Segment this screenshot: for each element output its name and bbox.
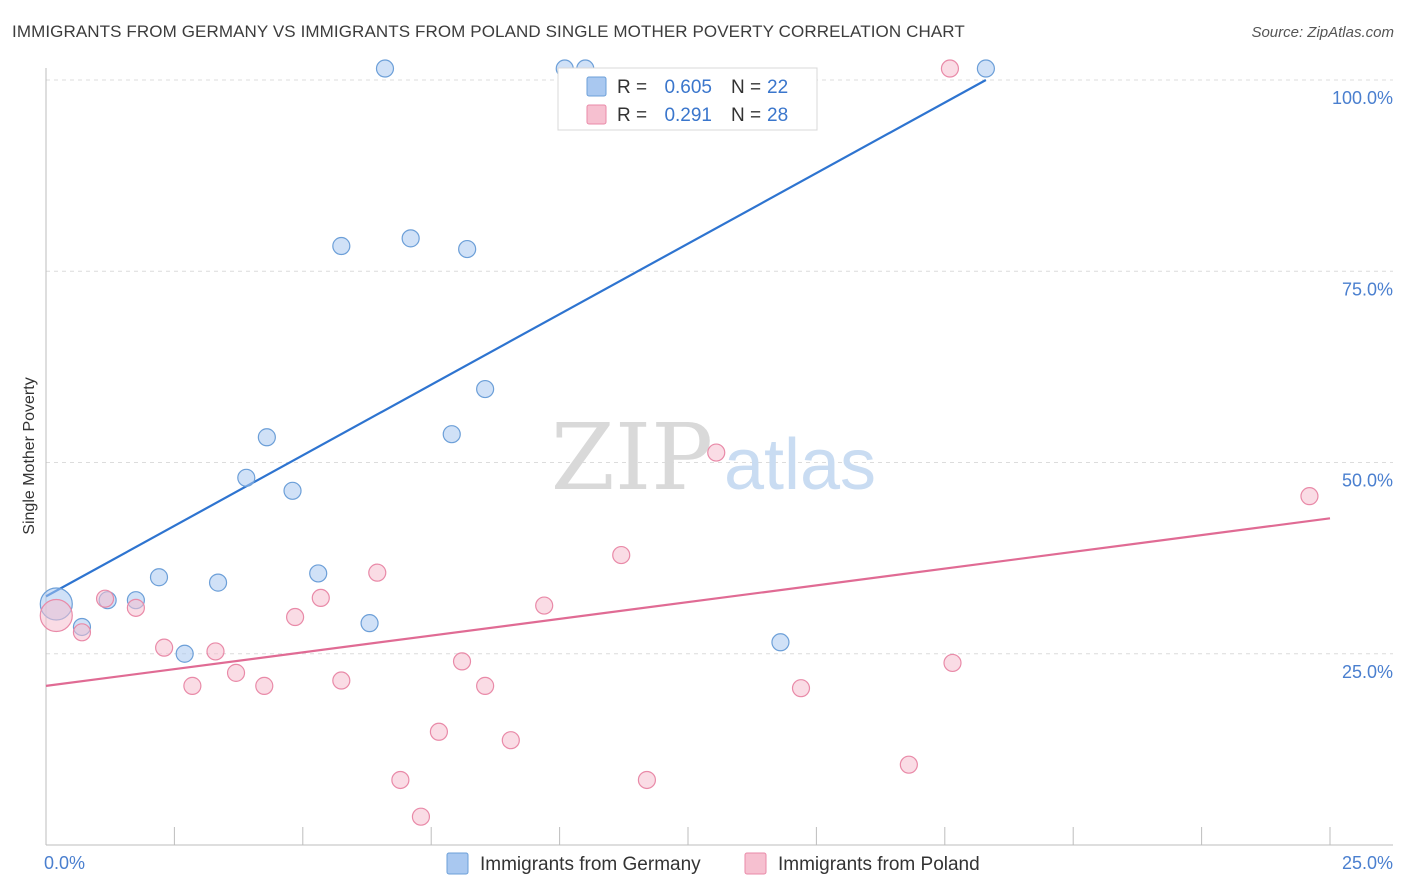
germany-point — [237, 468, 256, 487]
poland-point — [535, 596, 554, 615]
poland-point — [311, 588, 330, 608]
poland-point — [612, 545, 631, 565]
trendline — [45, 79, 987, 598]
series-legend: Immigrants from Germany Immigrants from P… — [446, 852, 980, 875]
y-axis-title: Single Mother Poverty — [21, 377, 38, 534]
poland-point — [452, 652, 472, 671]
poland-point — [899, 755, 918, 774]
poland-point — [943, 653, 962, 673]
watermark: ZIP atlas — [551, 404, 876, 511]
legend-swatch — [744, 852, 767, 875]
poland-point — [368, 563, 387, 582]
source-label: Source: ZipAtlas.com — [1251, 24, 1394, 41]
legend-r-label: R = — [617, 77, 647, 98]
poland-point — [285, 607, 305, 627]
legend-swatch — [586, 104, 607, 125]
poland-point — [411, 807, 431, 826]
legend-series-name: Immigrants from Poland — [778, 854, 980, 875]
legend-n-label: N = — [731, 105, 761, 126]
y-tick-label: 25.0% — [1342, 662, 1393, 682]
y-tick-label: 75.0% — [1342, 279, 1393, 299]
poland-point — [476, 676, 495, 695]
germany-point — [309, 564, 328, 583]
germany-point — [976, 59, 995, 78]
legend-swatch — [446, 852, 469, 875]
watermark-atlas: atlas — [724, 425, 876, 505]
legend-swatch — [586, 76, 607, 97]
legend-n-value: 22 — [767, 77, 788, 98]
legend-n-label: N = — [731, 77, 761, 98]
germany-point — [458, 239, 477, 259]
poland-point — [126, 598, 145, 617]
legend-r-label: R = — [617, 105, 647, 126]
germany-point — [360, 614, 379, 633]
germany-point — [332, 236, 351, 256]
poland-point — [255, 676, 274, 695]
trendlines — [45, 79, 1331, 687]
poland-point — [791, 679, 811, 698]
germany-point — [208, 573, 228, 592]
poland-point — [637, 770, 657, 790]
poland-point — [332, 671, 351, 690]
correlation-legend: R = 0.605 N = 22 R = 0.291 N = 28 — [557, 67, 818, 131]
poland-point — [183, 676, 202, 695]
germany-point — [476, 379, 495, 399]
germany-point — [401, 229, 420, 248]
germany-point — [175, 644, 194, 663]
y-tick-label: 100.0% — [1332, 88, 1393, 108]
gridlines — [46, 79, 1393, 655]
poland-point — [95, 589, 115, 608]
legend-r-value: 0.291 — [664, 105, 712, 126]
poland-point — [39, 598, 73, 633]
poland-point — [206, 642, 225, 661]
poland-point — [501, 731, 520, 750]
germany-point — [149, 568, 169, 587]
x-tick-label-min: 0.0% — [44, 853, 85, 873]
poland-point — [155, 638, 174, 657]
poland-point — [940, 59, 960, 78]
poland-point — [707, 443, 726, 462]
axes — [45, 68, 1393, 846]
chart-title: IMMIGRANTS FROM GERMANY VS IMMIGRANTS FR… — [12, 22, 965, 41]
legend-series-name: Immigrants from Germany — [480, 854, 701, 875]
germany-point — [771, 633, 790, 652]
poland-point — [1300, 487, 1319, 506]
legend-r-value: 0.605 — [664, 77, 712, 98]
germany-point — [257, 428, 276, 447]
germany-point — [283, 481, 302, 500]
poland-point — [226, 663, 246, 682]
y-tick-labels: 25.0% 50.0% 75.0% 100.0% — [1332, 88, 1393, 682]
y-tick-label: 50.0% — [1342, 471, 1393, 491]
poland-point — [72, 623, 92, 642]
trendline — [45, 517, 1331, 687]
legend-n-value: 28 — [767, 105, 788, 126]
poland-point — [391, 770, 410, 790]
germany-point — [442, 425, 461, 444]
germany-point — [375, 59, 395, 78]
poland-point — [429, 722, 449, 741]
watermark-zip: ZIP — [551, 404, 713, 511]
x-tick-label-max: 25.0% — [1342, 853, 1393, 873]
